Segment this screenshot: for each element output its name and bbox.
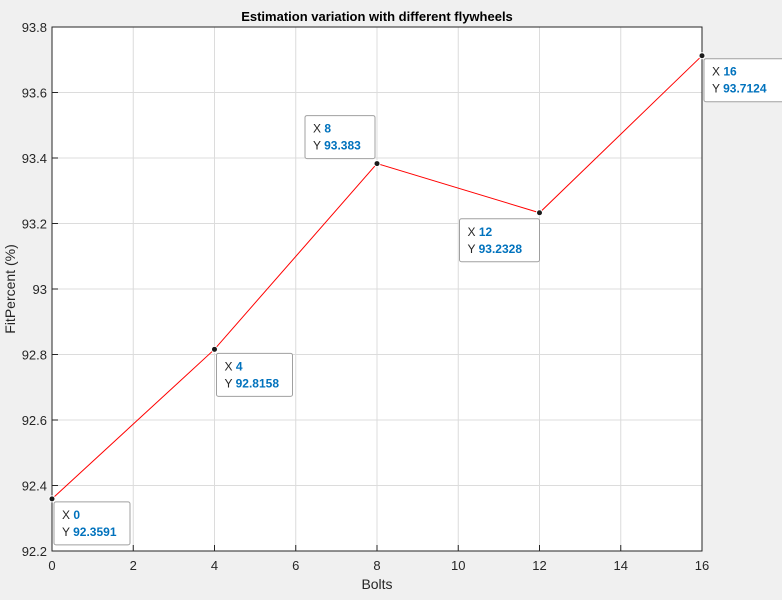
datatip-y-row: Y 92.3591: [62, 525, 117, 539]
y-tick-label: 93.6: [22, 86, 47, 101]
datatip-y-label: Y: [313, 139, 324, 153]
datatip-x-row: X 4: [225, 359, 243, 373]
datatip-box: [703, 58, 782, 103]
datatip-box: [304, 115, 376, 160]
datatip-y-row: Y 93.383: [313, 139, 361, 153]
markers-group: [48, 52, 706, 503]
datatip-x-value: 4: [236, 359, 243, 373]
x-tick-label: 0: [48, 558, 55, 573]
y-tick-label: 93.4: [22, 151, 47, 166]
datatip-x-row: X 0: [62, 508, 80, 522]
y-tick-label: 93: [33, 282, 47, 297]
y-tick-label: 92.6: [22, 413, 47, 428]
datatip-y-value: 93.383: [324, 139, 361, 153]
y-axis-label: FitPercent (%): [2, 244, 18, 333]
y-tick-label: 93.2: [22, 217, 47, 232]
datatip-y-label: Y: [225, 376, 236, 390]
datatip[interactable]: X 8Y 93.383: [304, 115, 376, 160]
datatip-box: [459, 218, 540, 263]
datatip[interactable]: X 4Y 92.8158: [216, 352, 293, 397]
data-point[interactable]: [48, 495, 56, 503]
x-tick-label: 2: [130, 558, 137, 573]
datatip-y-value: 93.7124: [723, 82, 767, 96]
datatip-x-label: X: [468, 225, 479, 239]
datatip-x-value: 12: [479, 225, 493, 239]
datatip-x-row: X 16: [712, 65, 737, 79]
x-tick-label: 12: [532, 558, 546, 573]
datatip[interactable]: X 0Y 92.3591: [53, 501, 131, 546]
datatip-y-row: Y 93.7124: [712, 82, 767, 96]
data-point[interactable]: [698, 52, 706, 60]
y-ticks: 92.2 92.4 92.6 92.8 93 93.2 93.4 93.6 93.8: [22, 20, 58, 559]
datatip-x-label: X: [225, 359, 236, 373]
datatip-x-value: 8: [324, 122, 331, 136]
datatip-x-label: X: [62, 508, 73, 522]
y-tick-label: 92.8: [22, 348, 47, 363]
datatip-y-row: Y 93.2328: [468, 242, 523, 256]
y-tick-label: 92.2: [22, 544, 47, 559]
datatip-x-row: X 8: [313, 122, 331, 136]
datatip[interactable]: X 12Y 93.2328: [459, 218, 540, 263]
datatip-box: [216, 352, 293, 397]
x-ticks: 0 2 4 6 8 10 12 14 16: [48, 545, 709, 573]
data-point[interactable]: [536, 209, 543, 217]
datatip-x-label: X: [313, 122, 324, 136]
datatip-y-value: 92.8158: [236, 376, 280, 390]
datatip-y-label: Y: [712, 82, 723, 96]
x-tick-label: 10: [451, 558, 465, 573]
x-axis-label: Bolts: [361, 576, 392, 592]
x-tick-label: 14: [614, 558, 628, 573]
datatip-box: [53, 501, 131, 546]
datatip[interactable]: X 16Y 93.7124: [703, 58, 782, 103]
y-tick-label: 93.8: [22, 20, 47, 35]
chart-title: Estimation variation with different flyw…: [241, 9, 513, 24]
datatip-y-value: 92.3591: [73, 525, 117, 539]
x-tick-label: 4: [211, 558, 218, 573]
datatip-y-label: Y: [62, 525, 73, 539]
datatip-x-value: 16: [723, 65, 737, 79]
datatip-y-value: 93.2328: [479, 242, 523, 256]
datatip-x-label: X: [712, 65, 723, 79]
x-tick-label: 8: [373, 558, 380, 573]
y-tick-label: 92.4: [22, 479, 47, 494]
data-point[interactable]: [211, 345, 218, 353]
datatip-y-label: Y: [468, 242, 479, 256]
datatip-x-row: X 12: [468, 225, 493, 239]
x-tick-label: 6: [292, 558, 299, 573]
x-tick-label: 16: [695, 558, 709, 573]
datatip-y-row: Y 92.8158: [225, 376, 280, 390]
data-point[interactable]: [373, 160, 381, 168]
datatip-x-value: 0: [73, 508, 80, 522]
